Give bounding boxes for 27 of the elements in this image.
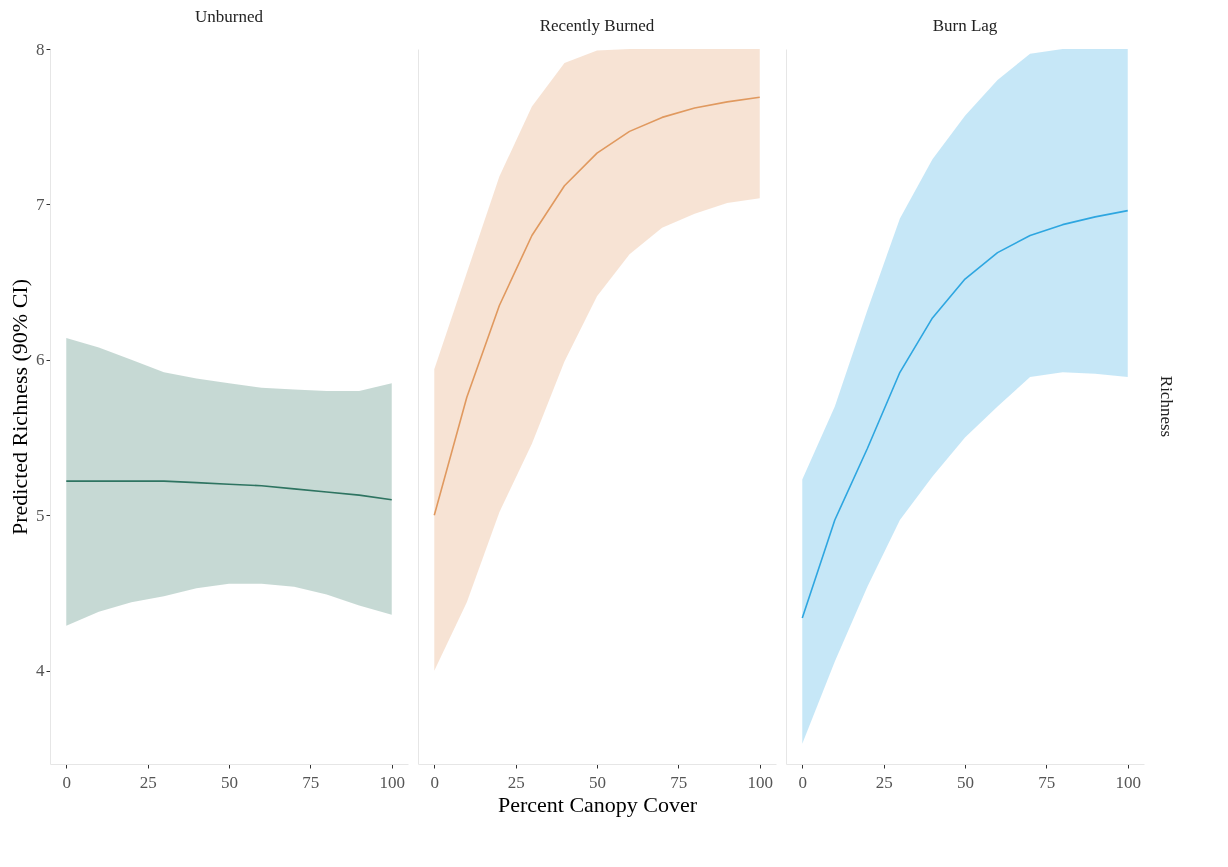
x-tick-label: 50 bbox=[957, 772, 974, 792]
y-tick-label: 4 bbox=[36, 661, 45, 681]
x-tick-label: 75 bbox=[302, 772, 320, 792]
x-tick-label: 100 bbox=[379, 772, 405, 792]
line-series bbox=[65, 480, 393, 501]
y-tick-label: 5 bbox=[36, 505, 45, 525]
text: Richness bbox=[1157, 375, 1176, 438]
x-tick-label: 25 bbox=[875, 772, 893, 792]
y-tick-label: 7 bbox=[36, 194, 45, 214]
y-axis-title: Predicted Richness (90% CI) bbox=[7, 279, 32, 535]
x-tick-label: 100 bbox=[1115, 772, 1141, 792]
x-tick-label: 100 bbox=[747, 772, 773, 792]
chart-title: Burn Lag bbox=[932, 16, 998, 35]
x-tick-label: 25 bbox=[139, 772, 157, 792]
x-tick-label: 50 bbox=[589, 772, 606, 792]
x-tick-label: 75 bbox=[670, 772, 688, 792]
x-tick-label: 0 bbox=[798, 772, 808, 792]
x-tick-label: 0 bbox=[62, 772, 72, 792]
x-tick-label: 0 bbox=[430, 772, 440, 792]
x-tick-label: 50 bbox=[221, 772, 238, 792]
chart-title: Recently Burned bbox=[539, 16, 655, 35]
x-axis-title: Percent Canopy Cover bbox=[497, 791, 698, 817]
x-tick-label: 25 bbox=[507, 772, 525, 792]
y-tick-label: 8 bbox=[36, 39, 45, 59]
x-tick-label: 75 bbox=[1038, 772, 1056, 792]
y-tick-label: 6 bbox=[36, 350, 45, 370]
chart-title: Unburned bbox=[195, 7, 264, 26]
